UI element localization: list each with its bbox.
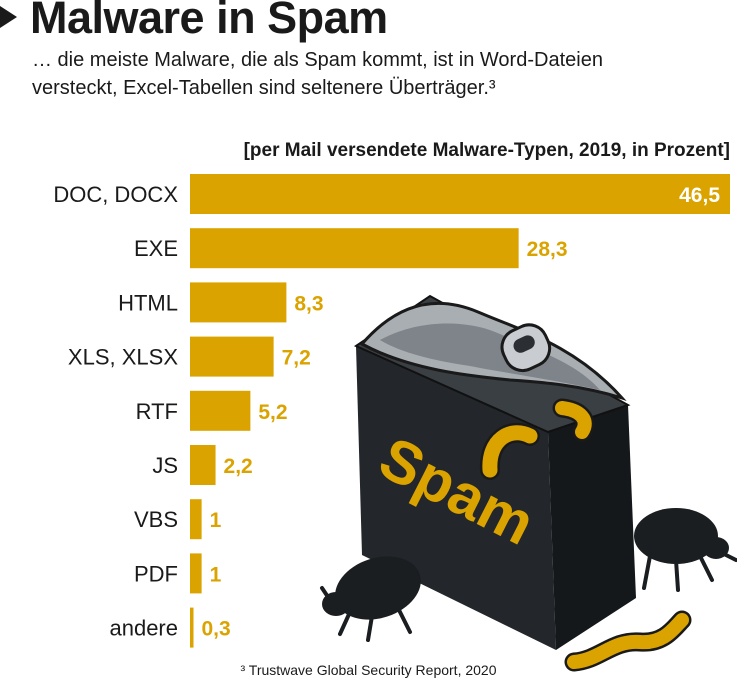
worm-icon: [567, 613, 689, 669]
category-label: EXE: [134, 236, 178, 261]
bar: [190, 607, 194, 648]
bar: [190, 228, 519, 269]
value-label: 1: [210, 563, 222, 586]
bars-layer: DOC, DOCX 46,5 EXE 28,3 HTML 8,3 XLS, XLSX 7,2 R…: [53, 174, 730, 648]
can-right-side-icon: [548, 405, 636, 650]
value-label: 0,3: [202, 618, 231, 641]
value-label: 46,5: [679, 184, 720, 207]
beetle-icon: [320, 556, 421, 642]
bar: [190, 336, 274, 377]
value-label: 28,3: [527, 238, 568, 261]
category-label: JS: [152, 453, 178, 478]
category-label: VBS: [134, 507, 178, 532]
category-label: RTF: [136, 399, 178, 424]
pull-tab-icon: [500, 323, 552, 373]
can-lid-shade-icon: [380, 323, 600, 390]
title-marker-icon: [0, 6, 17, 28]
subtitle: … die meiste Malware, die als Spam kommt…: [32, 49, 603, 99]
value-label: 8,3: [294, 292, 323, 315]
category-label: DOC, DOCX: [53, 182, 178, 207]
worm-icon: [555, 401, 592, 439]
bar: [190, 390, 251, 431]
bar: [190, 282, 287, 323]
category-label: andere: [109, 616, 178, 641]
source-footnote: ³ Trustwave Global Security Report, 2020: [240, 662, 497, 678]
spam-can-illustration: Spam: [320, 294, 737, 672]
value-label: 7,2: [282, 347, 311, 370]
bar: [190, 499, 202, 540]
axis-caption: [per Mail versendete Malware-Typen, 2019…: [243, 140, 730, 161]
value-label: 2,2: [224, 455, 253, 478]
category-label: PDF: [134, 561, 178, 586]
bar: [190, 553, 202, 594]
category-label: XLS, XLSX: [68, 345, 178, 370]
value-label: 5,2: [258, 401, 287, 424]
bar: [190, 174, 730, 214]
beetle-icon: [634, 508, 737, 592]
bar: [190, 445, 216, 485]
page-title: Malware in Spam: [30, 0, 388, 43]
worm-icon: [482, 425, 538, 478]
category-label: HTML: [118, 290, 178, 315]
value-label: 1: [210, 509, 222, 532]
